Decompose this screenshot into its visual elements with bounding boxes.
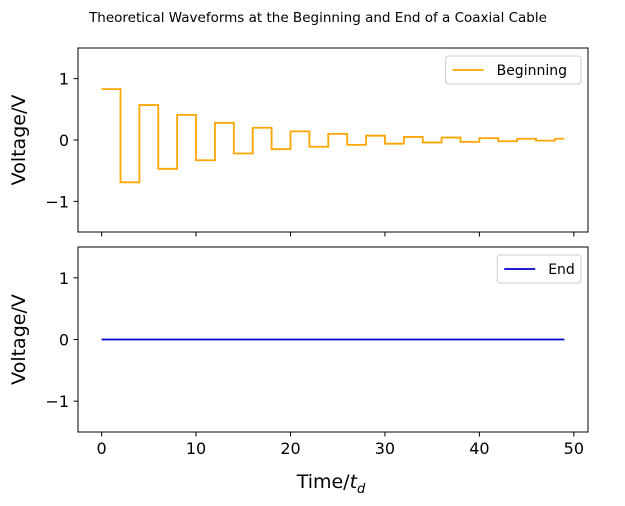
- y-tick-label: 1: [59, 269, 69, 288]
- x-tick-label: 50: [564, 439, 584, 458]
- x-axis-label: Time/td: [296, 471, 366, 497]
- x-axis-label-text: Time/: [296, 471, 350, 493]
- y-axis-label: Voltage/V: [8, 294, 30, 385]
- legend-box: [445, 55, 582, 85]
- x-tick-label: 0: [97, 439, 107, 458]
- axes-top: 1 0 −1 Voltage/V Beginning: [8, 47, 589, 237]
- legend: End: [496, 254, 582, 284]
- y-axis-label: Voltage/V: [8, 95, 30, 186]
- series-line-beginning: [101, 88, 565, 184]
- legend-label: Beginning: [497, 63, 567, 79]
- y-tick-label: 0: [59, 131, 69, 150]
- y-tick-label: 0: [59, 331, 69, 350]
- x-tick-label: 10: [186, 439, 206, 458]
- x-axis-label-subscript: d: [357, 482, 366, 497]
- y-tick-label: 1: [59, 70, 69, 89]
- y-tick-label: −1: [45, 392, 69, 411]
- x-axis-label-italic: t: [350, 471, 359, 493]
- x-tick-label: 40: [469, 439, 489, 458]
- legend-label: End: [548, 262, 575, 278]
- figure-title: Theoretical Waveforms at the Beginning a…: [88, 10, 547, 26]
- legend: Beginning: [445, 55, 582, 85]
- x-tick-label: 20: [280, 439, 300, 458]
- y-tick-label: −1: [45, 192, 69, 211]
- x-tick-label: 30: [375, 439, 395, 458]
- legend-box: [496, 254, 582, 284]
